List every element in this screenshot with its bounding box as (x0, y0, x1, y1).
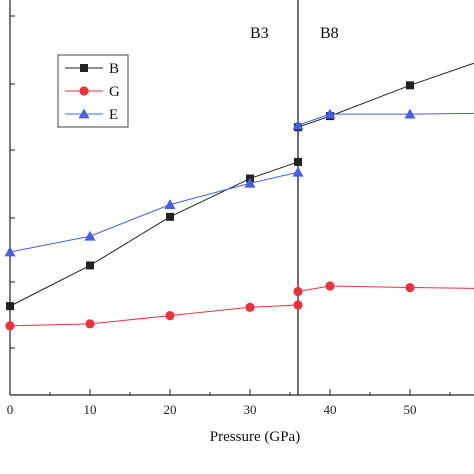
legend-marker-G (79, 86, 89, 96)
series-G-line-0 (9, 304, 299, 327)
series-B-point (6, 302, 14, 311)
phase-label-b8: B8 (320, 25, 339, 42)
x-tick-label-4: 40 (324, 402, 337, 417)
series-G-point (165, 311, 175, 321)
x-tick-label-3: 30 (244, 402, 257, 417)
series-B-line-1 (297, 62, 474, 128)
legend-label-E: E (109, 107, 118, 123)
series-layer (4, 62, 474, 331)
x-tick-label-5: 50 (404, 402, 417, 417)
series-B-point (294, 157, 302, 166)
legend-label-B: B (109, 61, 119, 77)
series-B-line-0 (9, 161, 299, 307)
series-E-line-1 (297, 112, 474, 126)
series-E-point (292, 119, 304, 130)
series-G-point (5, 321, 15, 331)
x-tick-label-2: 20 (164, 402, 177, 417)
phase-label-b3: B3 (250, 25, 269, 42)
axes: 0 10 20 30 40 50 (7, 0, 474, 417)
series-B-point (86, 261, 94, 270)
x-tick-label-1: 10 (84, 402, 97, 417)
series-G-point (293, 286, 303, 297)
legend-marker-E (78, 108, 90, 119)
series-G (5, 281, 474, 331)
series-E-point (84, 230, 96, 241)
series-E-point (4, 246, 16, 257)
series-G-point (325, 281, 335, 291)
x-axis-title: Pressure (GPa) (210, 429, 300, 445)
series-G-point (245, 302, 255, 312)
series-E (4, 108, 474, 257)
series-E-point (404, 108, 416, 119)
legend: BGE (57, 54, 129, 128)
series-E-point (324, 108, 336, 119)
series-G-point (405, 282, 415, 293)
series-B-point (406, 81, 414, 90)
series-E-point (244, 177, 256, 188)
series-G-line-1 (297, 285, 474, 293)
x-tick-label-0: 0 (7, 402, 14, 417)
series-G-point (293, 300, 303, 310)
legend-marker-B (80, 64, 88, 72)
legend-label-G: G (109, 84, 120, 100)
series-G-point (85, 319, 95, 329)
series-B-point (166, 212, 174, 221)
series-E-point (292, 166, 304, 177)
series-E-line-0 (9, 171, 299, 253)
series-E-point (164, 199, 176, 210)
